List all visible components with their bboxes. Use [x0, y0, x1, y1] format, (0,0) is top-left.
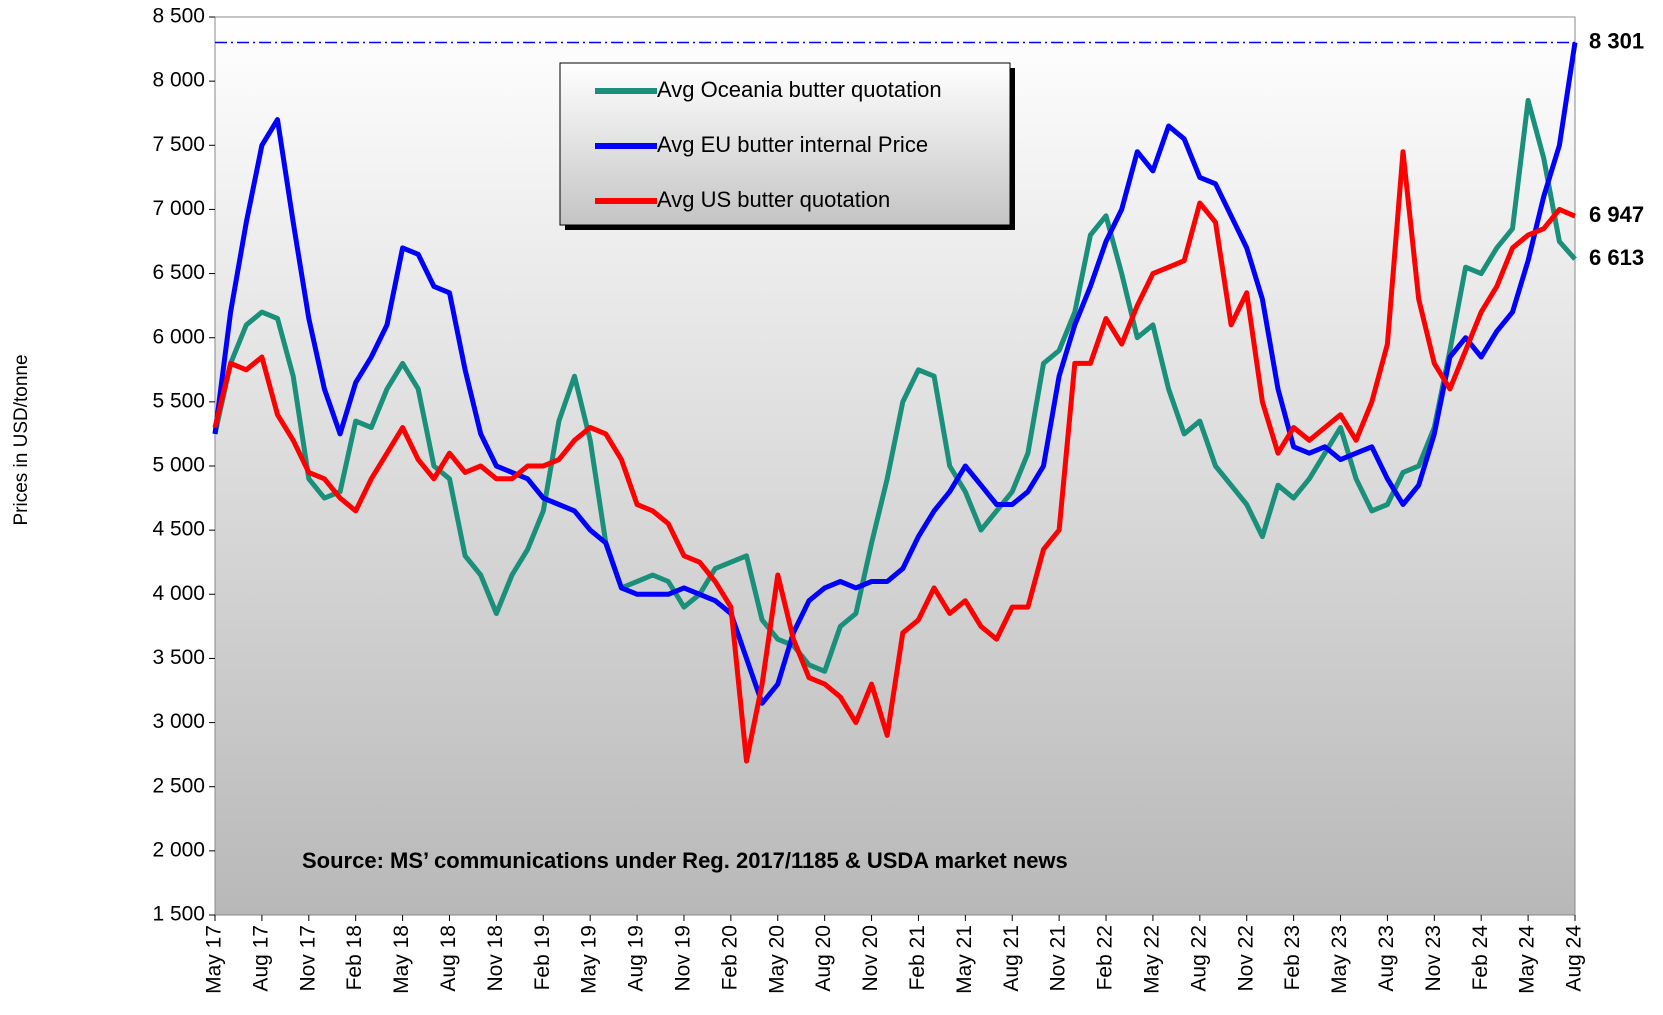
- x-tick-label: May 24: [1516, 925, 1539, 994]
- y-tick-label: 3 000: [152, 710, 205, 733]
- end-label: 6 613: [1589, 245, 1644, 270]
- x-tick-label: May 20: [765, 925, 788, 994]
- x-tick-label: Nov 19: [672, 925, 695, 992]
- y-tick-label: 2 500: [152, 774, 205, 797]
- x-tick-label: Aug 22: [1187, 925, 1210, 992]
- x-tick-label: May 22: [1140, 925, 1163, 994]
- y-tick-label: 4 000: [152, 582, 205, 605]
- x-tick-label: Aug 19: [625, 925, 648, 992]
- legend-label: Avg Oceania butter quotation: [657, 77, 942, 102]
- x-tick-label: Aug 24: [1563, 925, 1586, 992]
- end-label: 6 947: [1589, 202, 1644, 227]
- y-tick-label: 3 500: [152, 646, 205, 669]
- x-tick-label: Nov 18: [484, 925, 507, 992]
- x-tick-label: Aug 18: [437, 925, 460, 992]
- x-tick-label: Nov 23: [1422, 925, 1445, 992]
- x-tick-label: Feb 20: [718, 925, 741, 990]
- y-tick-label: 6 500: [152, 261, 205, 284]
- x-tick-label: Feb 23: [1281, 925, 1304, 990]
- y-tick-label: 1 500: [152, 903, 205, 926]
- x-tick-label: May 19: [578, 925, 601, 994]
- end-label: 8 301: [1589, 28, 1644, 53]
- y-tick-label: 7 000: [152, 197, 205, 220]
- x-tick-label: May 21: [953, 925, 976, 994]
- x-tick-label: Feb 19: [531, 925, 554, 990]
- x-tick-label: May 18: [390, 925, 413, 994]
- x-tick-label: Aug 17: [249, 925, 272, 992]
- x-tick-label: May 17: [203, 925, 226, 994]
- x-tick-label: Nov 20: [859, 925, 882, 992]
- x-tick-label: Aug 20: [812, 925, 835, 992]
- legend-label: Avg US butter quotation: [657, 187, 890, 212]
- x-tick-label: Aug 21: [1000, 925, 1023, 992]
- x-tick-label: Feb 22: [1094, 925, 1117, 990]
- y-tick-label: 5 000: [152, 454, 205, 477]
- source-note: Source: MS’ communications under Reg. 20…: [302, 848, 1068, 873]
- x-tick-label: Nov 22: [1234, 925, 1257, 992]
- x-tick-label: Nov 21: [1047, 925, 1070, 992]
- x-tick-label: May 23: [1328, 925, 1351, 994]
- y-tick-label: 6 000: [152, 325, 205, 348]
- y-tick-label: 8 000: [152, 69, 205, 92]
- x-tick-label: Feb 24: [1469, 925, 1492, 991]
- x-tick-label: Nov 17: [296, 925, 319, 992]
- x-tick-label: Aug 23: [1375, 925, 1398, 992]
- y-tick-label: 4 500: [152, 518, 205, 541]
- x-tick-label: Feb 21: [906, 925, 929, 990]
- legend-label: Avg EU butter internal Price: [657, 132, 928, 157]
- y-tick-label: 8 500: [152, 5, 205, 28]
- y-tick-label: 5 500: [152, 389, 205, 412]
- series-line: [212, 97, 1577, 674]
- series-line: [212, 42, 1578, 706]
- y-tick-label: 2 000: [152, 838, 205, 861]
- series-line: [212, 149, 1576, 764]
- x-tick-label: Feb 18: [343, 925, 366, 990]
- y-tick-label: 7 500: [152, 133, 205, 156]
- y-axis-label: Prices in USD/tonne: [11, 354, 32, 525]
